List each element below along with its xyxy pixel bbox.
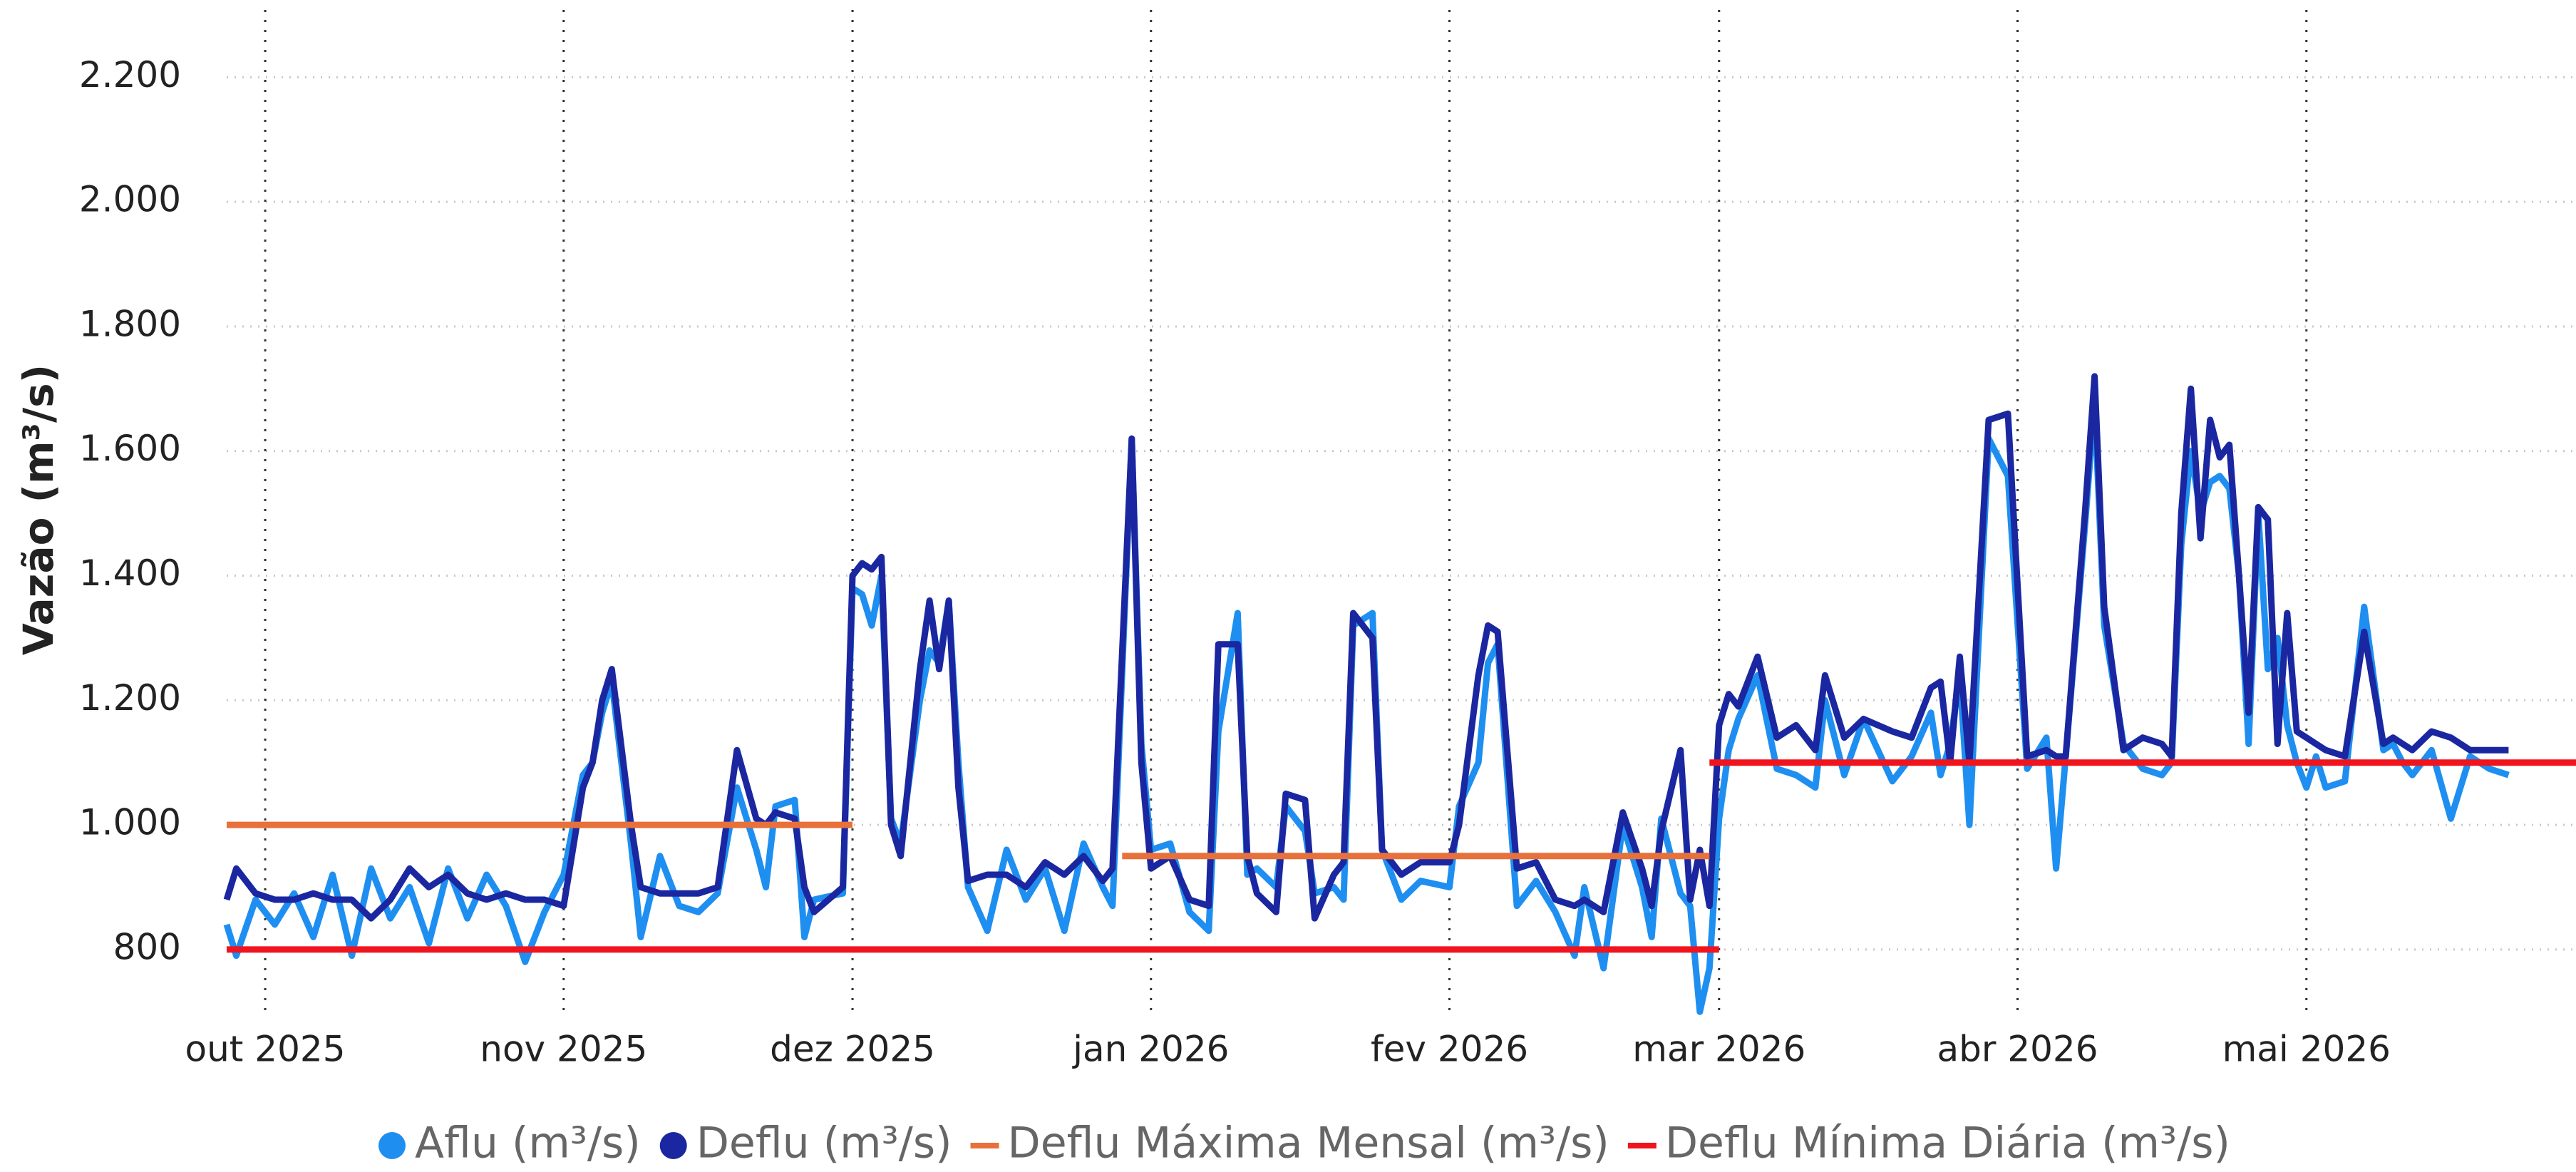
y-tick-label: 800 bbox=[113, 926, 181, 967]
x-tick-label: abr 2026 bbox=[1937, 1029, 2098, 1070]
x-tick-label: mai 2026 bbox=[2222, 1029, 2391, 1070]
y-tick-label: 1.800 bbox=[79, 303, 181, 344]
legend-marker bbox=[659, 1132, 687, 1159]
series-line bbox=[227, 759, 2576, 953]
series-line bbox=[227, 821, 1710, 860]
y-tick-label: 1.400 bbox=[79, 552, 181, 594]
x-tick-label: dez 2025 bbox=[770, 1029, 935, 1070]
y-tick-label: 1.000 bbox=[79, 802, 181, 843]
legend-label: Deflu (m³/s) bbox=[696, 1119, 952, 1168]
series-line bbox=[223, 373, 2509, 922]
series-line bbox=[223, 398, 2510, 1015]
legend-label: Deflu Mínima Diária (m³/s) bbox=[1665, 1119, 2230, 1168]
y-tick-label: 2.000 bbox=[79, 179, 181, 220]
y-tick-label: 2.200 bbox=[79, 54, 181, 96]
x-tick-label: out 2025 bbox=[185, 1029, 346, 1070]
y-tick-label: 1.200 bbox=[79, 677, 181, 719]
x-tick-label: fev 2026 bbox=[1371, 1029, 1528, 1070]
y-tick-label: 1.600 bbox=[79, 428, 181, 469]
legend-label: Deflu Máxima Mensal (m³/s) bbox=[1008, 1119, 1609, 1168]
y-axis-title: Vazão (m³/s) bbox=[14, 364, 63, 655]
x-tick-label: jan 2026 bbox=[1072, 1029, 1229, 1070]
x-tick-label: mar 2026 bbox=[1632, 1029, 1805, 1070]
legend-marker bbox=[378, 1132, 406, 1159]
legend-label: Aflu (m³/s) bbox=[415, 1119, 641, 1168]
x-tick-label: nov 2025 bbox=[480, 1029, 647, 1070]
